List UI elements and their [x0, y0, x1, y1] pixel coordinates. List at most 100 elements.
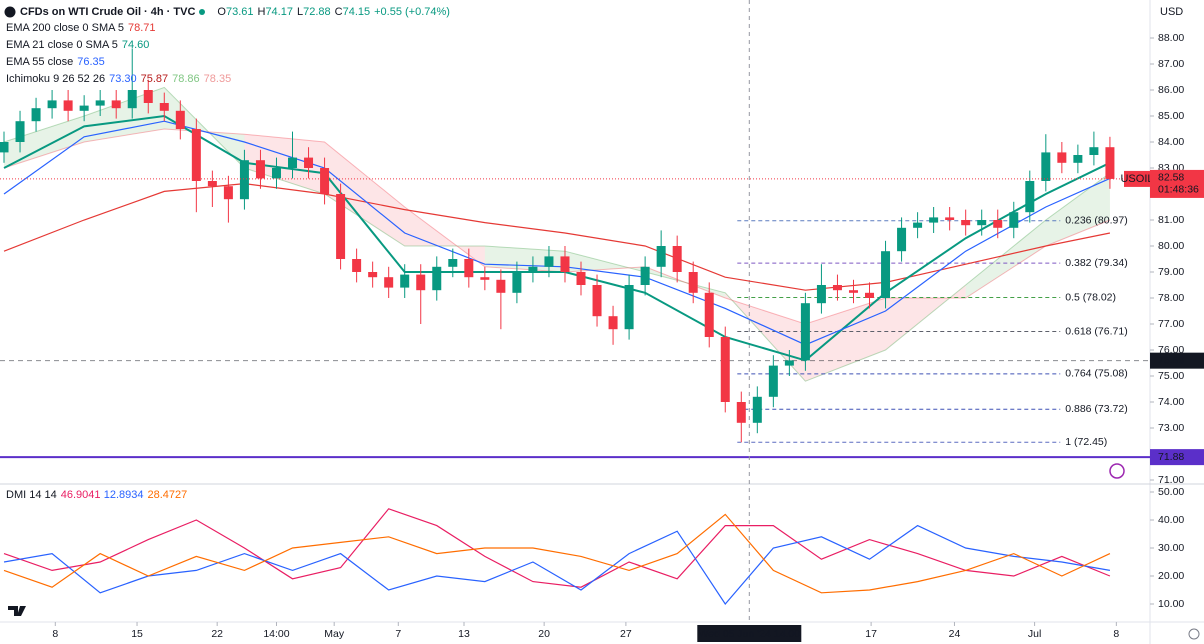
y-tick-label: 71.00 — [1158, 474, 1184, 486]
candle-body — [1057, 152, 1067, 163]
ohlc-key: O — [217, 6, 226, 18]
candle-body — [865, 292, 875, 298]
candle-body — [624, 285, 634, 330]
candle-body — [159, 103, 169, 111]
dmi-line — [3, 508, 1111, 588]
candle-body — [320, 168, 330, 194]
last-price-label: 82.58 — [1158, 172, 1184, 184]
ichimoku-cloud — [725, 292, 806, 382]
y-tick-label: 75.00 — [1158, 370, 1184, 382]
candle-body — [95, 100, 105, 106]
ichimoku-cloud — [164, 87, 245, 168]
candle-body — [223, 186, 233, 200]
candle-body — [512, 272, 522, 293]
indicator-value: 78.35 — [204, 73, 232, 85]
candle-body — [79, 105, 89, 111]
symbol-title: CFDs on WTI Crude Oil · 4h · TVC — [20, 6, 195, 18]
indicator-legend[interactable]: DMI 14 14 46.9041 12.8934 28.4727 — [6, 489, 187, 501]
ichimoku-cloud — [244, 134, 325, 194]
price-change: +0.55 (+0.74%) — [374, 6, 450, 18]
tradingview-logo — [8, 606, 26, 616]
candle-body — [432, 266, 442, 291]
candle-body — [239, 160, 249, 200]
price-tag-label: 71.88 — [1158, 451, 1184, 463]
dmi-line — [3, 513, 1111, 594]
x-tick-label: 27 — [620, 628, 632, 640]
y-tick-label: 20.00 — [1158, 570, 1184, 582]
candle-body — [993, 220, 1003, 228]
x-tick-label: 8 — [52, 628, 58, 640]
y-tick-label: 80.00 — [1158, 240, 1184, 252]
price-tag — [1150, 449, 1204, 466]
candle-body — [848, 290, 858, 293]
indicator-legend[interactable]: EMA 55 close 76.35 — [6, 56, 105, 68]
indicator-value: 76.35 — [77, 56, 105, 68]
ohlc-value: 73.61 — [226, 6, 254, 18]
candle-body — [304, 157, 314, 168]
settings-icon[interactable] — [1188, 628, 1200, 640]
candle-body — [1089, 147, 1099, 155]
fib-label: 0.5 (78.02) — [1065, 291, 1116, 303]
candle-body — [464, 259, 474, 278]
candle-body — [496, 279, 506, 293]
candle-body — [768, 365, 778, 397]
x-tick-label: 14:00 — [263, 628, 289, 640]
y-tick-label: 88.00 — [1158, 32, 1184, 44]
x-tick-label: 22 — [211, 628, 223, 640]
candle-body — [688, 272, 698, 293]
y-tick-label: 40.00 — [1158, 514, 1184, 526]
ohlc-key: C — [335, 6, 343, 18]
indicator-name: Ichimoku 9 26 52 26 — [6, 73, 105, 85]
candle-body — [127, 90, 137, 109]
indicator-name: EMA 21 close 0 SMA 5 — [6, 39, 118, 51]
currency[interactable]: USD — [1160, 6, 1183, 18]
countdown-label: 01:48:36 — [1158, 184, 1199, 196]
candle-body — [416, 274, 426, 291]
y-tick-label: 10.00 — [1158, 598, 1184, 610]
candle-body — [784, 360, 794, 366]
candle-body — [143, 90, 153, 103]
indicator-value: 78.86 — [172, 73, 200, 85]
candle-body — [448, 259, 458, 267]
fib-label: 1 (72.45) — [1065, 436, 1107, 448]
candle-body — [175, 110, 185, 129]
candle-body — [0, 142, 9, 153]
candle-body — [929, 217, 939, 223]
ohlc-key: H — [257, 6, 265, 18]
candle-body — [288, 157, 298, 168]
indicator-name: DMI 14 14 — [6, 489, 57, 501]
alert-icon[interactable] — [1109, 463, 1125, 479]
candle-body — [560, 256, 570, 272]
y-tick-label: 85.00 — [1158, 110, 1184, 122]
candle-body — [720, 337, 730, 402]
indicator-legend[interactable]: Ichimoku 9 26 52 26 73.30 75.87 78.86 78.35 — [6, 73, 231, 85]
ohlc-value: 72.88 — [303, 6, 331, 18]
candle-body — [352, 259, 362, 272]
ohlc-value: 74.17 — [265, 6, 293, 18]
indicator-name: EMA 200 close 0 SMA 5 — [6, 22, 124, 34]
x-tick-label: 7 — [395, 628, 401, 640]
candle-body — [1009, 212, 1019, 228]
candle-body — [1105, 147, 1115, 179]
ichimoku-cloud — [645, 266, 726, 298]
ichimoku-cloud — [324, 142, 405, 246]
fib-label: 0.236 (80.97) — [1065, 215, 1127, 227]
indicator-value: 46.9041 — [61, 489, 101, 501]
symbol-tag-label: USOIL — [1120, 173, 1153, 185]
candle-body — [592, 285, 602, 317]
candle-body — [1041, 152, 1051, 181]
x-tick-label: 24 — [949, 628, 961, 640]
candle-body — [544, 256, 554, 267]
ichimoku-cloud — [4, 116, 85, 168]
candle-body — [576, 272, 586, 285]
ichimoku-cloud — [885, 285, 966, 350]
indicator-legend[interactable]: EMA 21 close 0 SMA 5 74.60 — [6, 39, 149, 51]
y-tick-label: 86.00 — [1158, 84, 1184, 96]
ichimoku-cloud — [965, 220, 1046, 298]
x-tick-label: May — [324, 628, 345, 640]
candle-body — [656, 246, 666, 267]
candle-body — [336, 194, 346, 259]
candle-body — [816, 285, 826, 304]
indicator-legend[interactable]: EMA 200 close 0 SMA 5 78.71 — [6, 22, 156, 34]
crosshair-label: Wed 05 Jun '24 14:00 — [698, 628, 800, 640]
